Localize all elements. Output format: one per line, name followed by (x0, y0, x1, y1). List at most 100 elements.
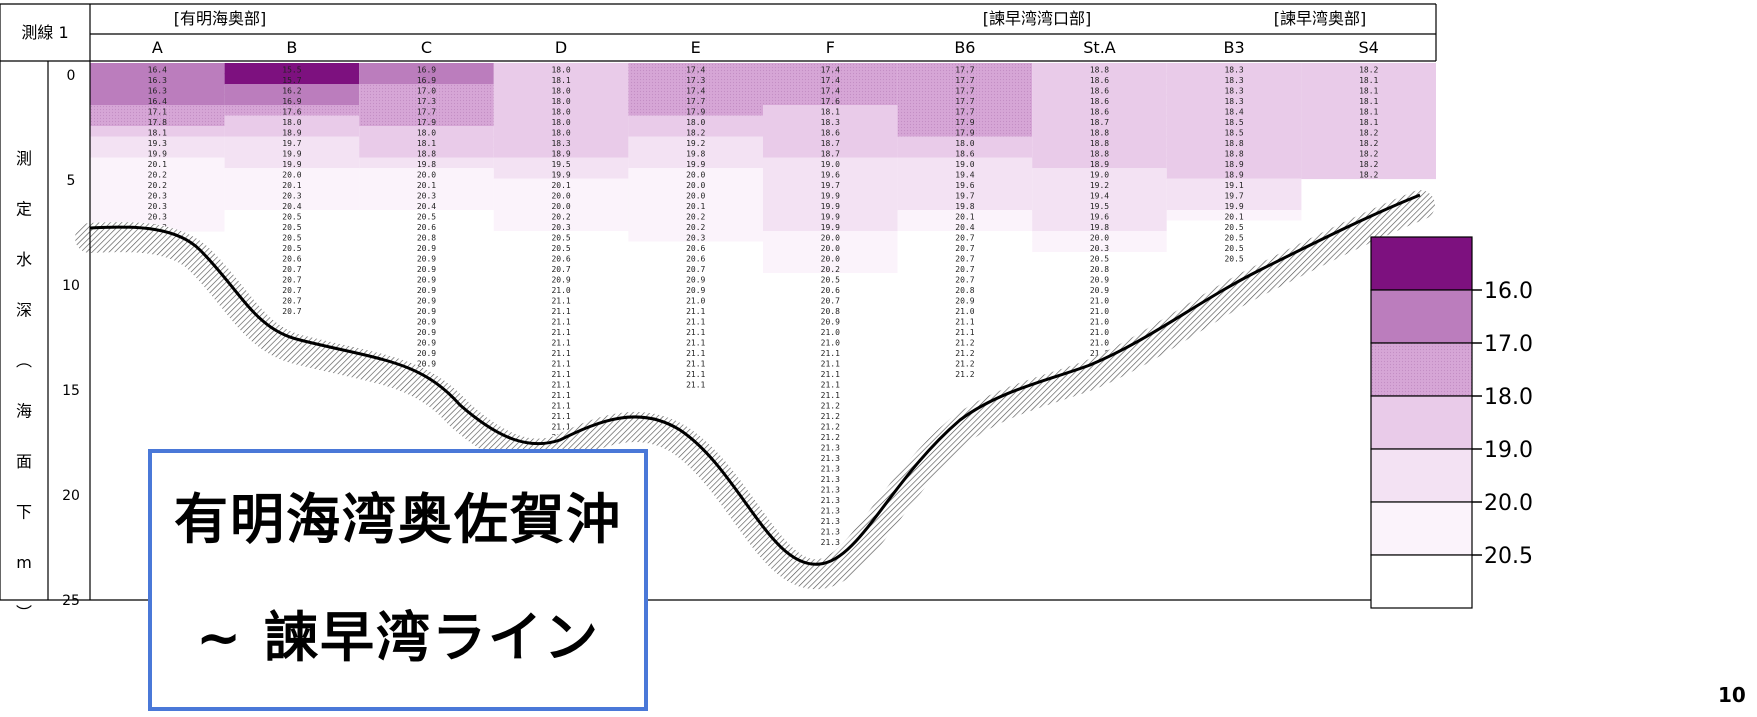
depth-axis-title-char: m (16, 553, 32, 572)
heat-cell (493, 231, 629, 243)
cell-value: 19.7 (955, 191, 974, 200)
depth-tick-label: 20 (62, 488, 80, 504)
heat-cell (493, 304, 629, 316)
heat-cell (897, 105, 1033, 117)
cell-value: 20.4 (282, 202, 301, 211)
heat-cell (1301, 84, 1436, 96)
heat-cell (1301, 136, 1436, 148)
seabed-line (89, 193, 1421, 566)
heat-cell (897, 304, 1033, 316)
heat-cell (224, 73, 360, 85)
cell-value: 18.2 (1359, 139, 1378, 148)
cell-value: 20.9 (821, 317, 840, 326)
cell-value: 20.0 (417, 170, 436, 179)
region-label: [諫早湾湾口部] (983, 9, 1092, 28)
cell-value: 19.1 (1224, 181, 1243, 190)
cell-value: 20.0 (686, 191, 705, 200)
cell-value: 20.1 (1224, 212, 1243, 221)
heat-cell (897, 126, 1033, 138)
cell-value: 20.3 (148, 212, 167, 221)
heat-cell (628, 126, 763, 138)
heat-cell (1166, 220, 1302, 232)
cell-value: 21.1 (551, 317, 570, 326)
heat-cell (897, 63, 1033, 75)
heat-cell (897, 315, 1033, 327)
cell-value: 18.3 (1224, 65, 1243, 74)
cell-value: 21.2 (821, 433, 840, 442)
heat-cell (224, 241, 360, 253)
heat-cell (763, 325, 898, 337)
heat-cell (1301, 126, 1436, 138)
heat-cell (224, 63, 360, 75)
cell-value: 18.8 (417, 149, 436, 158)
cell-value: 19.5 (1090, 202, 1109, 211)
heat-cell (90, 105, 225, 117)
heat-cell (90, 168, 225, 180)
cell-value: 20.9 (417, 275, 436, 284)
cell-value: 18.9 (1224, 160, 1243, 169)
cell-value: 20.7 (282, 275, 301, 284)
heat-cell (493, 126, 629, 138)
heat-cell (224, 231, 360, 243)
heat-cell (359, 168, 494, 180)
cell-value: 21.1 (551, 391, 570, 400)
heat-cell (763, 84, 898, 96)
cell-value: 20.9 (1090, 286, 1109, 295)
heat-cell (763, 126, 898, 138)
heat-cell (1032, 336, 1167, 348)
cell-value: 18.9 (1090, 160, 1109, 169)
cell-value: 20.2 (686, 223, 705, 232)
heat-cell (1032, 199, 1167, 211)
cell-value: 18.9 (282, 128, 301, 137)
survey-line-label: 測線 1 (21, 23, 68, 42)
cell-value: 20.6 (821, 286, 840, 295)
heat-cell (763, 273, 898, 285)
cell-value: 16.3 (148, 76, 167, 85)
cell-value: 20.0 (551, 191, 570, 200)
heat-cell (359, 315, 494, 327)
cell-value: 18.2 (1359, 170, 1378, 179)
cell-value: 21.0 (1090, 296, 1109, 305)
heat-cell (763, 283, 898, 295)
cell-value: 19.2 (1090, 181, 1109, 190)
cell-value: 20.6 (686, 254, 705, 263)
heat-cell (493, 409, 629, 421)
cell-value: 19.8 (686, 149, 705, 158)
heat-cell (628, 273, 763, 285)
cell-value: 18.4 (1224, 107, 1243, 116)
cell-value: 18.8 (1090, 65, 1109, 74)
cell-value: 19.8 (417, 160, 436, 169)
heat-cell (763, 535, 898, 547)
depth-axis-title-char: ︶ (16, 604, 32, 623)
cell-value: 20.3 (148, 191, 167, 200)
cell-value: 18.8 (1090, 139, 1109, 148)
heat-cell (763, 430, 898, 442)
heat-cell (1301, 168, 1436, 180)
cell-value: 19.8 (1090, 223, 1109, 232)
cell-value: 17.4 (686, 86, 705, 95)
cell-value: 15.7 (282, 76, 301, 85)
cell-value: 21.0 (1090, 307, 1109, 316)
heat-cell (90, 147, 225, 159)
heat-cell (1032, 115, 1167, 127)
heat-cell (224, 283, 360, 295)
heat-cell (897, 346, 1033, 358)
cell-value: 17.7 (417, 107, 436, 116)
cell-value: 21.2 (955, 349, 974, 358)
cell-value: 18.0 (686, 118, 705, 127)
cell-value: 16.9 (282, 97, 301, 106)
cell-value: 20.9 (417, 349, 436, 358)
heat-cell (763, 178, 898, 190)
cell-value: 21.1 (551, 380, 570, 389)
heat-cell (1166, 147, 1302, 159)
depth-tick-label: 0 (67, 68, 76, 84)
heat-cell (359, 136, 494, 148)
heat-cell (224, 210, 360, 222)
heat-cell (1032, 189, 1167, 201)
heat-cell (90, 94, 225, 106)
heat-cell (1032, 346, 1167, 358)
heat-cell (897, 273, 1033, 285)
cell-value: 19.7 (282, 139, 301, 148)
cell-value: 18.8 (1224, 139, 1243, 148)
depth-axis-title-char: 海 (16, 402, 32, 421)
